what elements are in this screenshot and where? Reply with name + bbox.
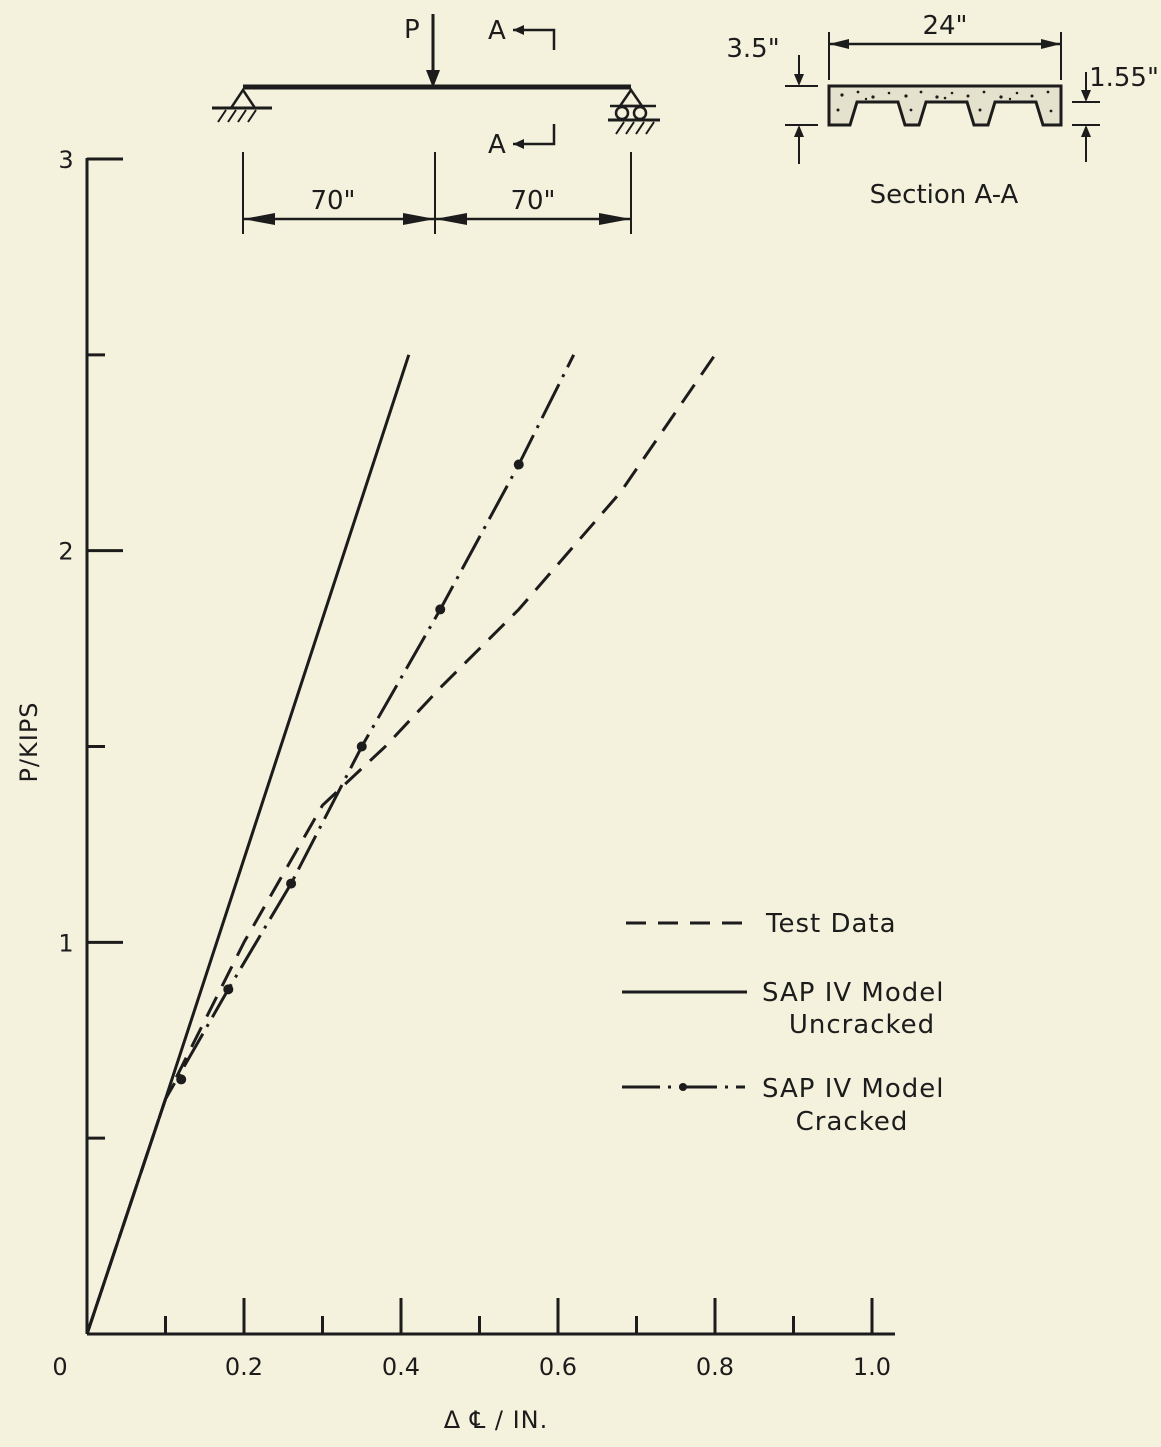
section-width-label: 24": [922, 11, 967, 41]
roller-right: [632, 105, 648, 121]
section-width-arrow-left: [829, 39, 849, 49]
x-tick-label: 0.4: [382, 1353, 420, 1381]
tick-labels-group: 0 0.2 0.4 0.6 0.8 1.0 1 2 3: [52, 146, 891, 1381]
x-tick-label: 0.6: [539, 1353, 577, 1381]
concrete-speckle: [836, 90, 1053, 113]
section-cut-arrow-top: [513, 25, 524, 35]
series-cracked-marker: [176, 1074, 187, 1085]
legend-label-cracked-line2: Cracked: [796, 1107, 909, 1137]
legend-label-uncracked-line1: SAP IV Model: [762, 978, 945, 1008]
depth-label: 3.5": [726, 34, 779, 64]
rib-arrow-top-head: [1081, 90, 1091, 102]
dim-arrow-3: [435, 213, 467, 225]
series-uncracked-line: [85, 354, 411, 1335]
depth-arrow-bottom-head: [794, 125, 804, 137]
section-cut-label-bottom: A: [488, 130, 506, 160]
dim-arrow-2: [403, 213, 435, 225]
section-cut-marker-bottom: [513, 124, 556, 146]
axes-group: [85, 158, 895, 1336]
section-width-arrow-right: [1041, 39, 1061, 49]
dim-arrow-1: [243, 213, 275, 225]
x-tick-label: 1.0: [853, 1353, 891, 1381]
load-arrow-head: [426, 70, 440, 88]
legend-label-test-data: Test Data: [765, 909, 897, 939]
x-tick-label: 0: [52, 1353, 67, 1381]
roller-support-hatch: [615, 121, 655, 135]
series-cracked-marker: [286, 878, 297, 889]
pin-support: [228, 87, 258, 110]
y-tick-label: 3: [58, 146, 73, 174]
legend-marker-cracked: [679, 1083, 687, 1091]
series-cracked-marker: [513, 459, 524, 470]
series-cracked-marker: [356, 741, 367, 752]
dim-arrow-4: [599, 213, 631, 225]
series-cracked-line: [85, 354, 576, 1335]
x-tick-label: 0.2: [225, 1353, 263, 1381]
roller-support: [617, 87, 645, 108]
depth-arrow-top-head: [794, 74, 804, 86]
pin-support-hatch: [217, 109, 257, 123]
roller-left: [614, 105, 630, 121]
span-label-left: 70": [310, 186, 355, 216]
x-tick-label: 0.8: [696, 1353, 734, 1381]
legend: Test Data SAP IV Model Uncracked SAP IV …: [622, 909, 945, 1137]
series-cracked-marker: [223, 984, 234, 995]
series-group: [85, 353, 717, 1335]
section-caption: Section A-A: [870, 180, 1019, 210]
section-diagram: 24" 3.5" 1.55": [726, 11, 1159, 210]
x-axis-title: Δ ℄ / IN.: [444, 1406, 548, 1434]
legend-label-uncracked-line2: Uncracked: [789, 1010, 935, 1040]
section-cut-label-top: A: [488, 16, 506, 46]
y-tick-label: 2: [58, 538, 73, 566]
section-profile: [827, 84, 1063, 127]
rib-arrow-bottom-head: [1081, 125, 1091, 137]
span-label-right: 70": [510, 186, 555, 216]
series-test-data-line: [85, 353, 717, 1335]
beam-diagram: P A A 70" 70": [212, 14, 660, 234]
y-tick-label: 1: [58, 929, 73, 957]
ticks-group: [87, 157, 874, 1334]
section-cut-marker-top: [513, 28, 556, 50]
y-axis-title: P/KIPS: [15, 701, 43, 782]
section-cut-arrow-bottom: [513, 139, 524, 149]
legend-label-cracked-line1: SAP IV Model: [762, 1074, 945, 1104]
load-label: P: [404, 15, 420, 45]
rib-label: 1.55": [1089, 63, 1159, 93]
series-cracked-marker: [435, 604, 446, 615]
